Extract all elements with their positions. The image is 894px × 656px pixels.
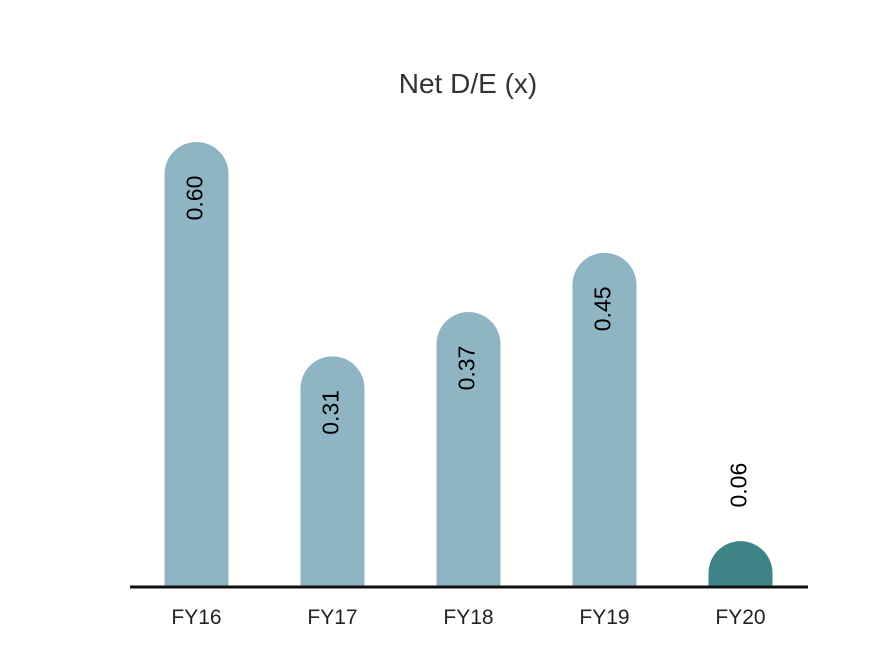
x-tick-labels: FY16 FY17 FY18 FY19 FY20 [171,606,765,629]
x-tick-fy20: FY20 [715,606,765,629]
bar-fy18 [436,312,501,586]
bar-fy20 [708,541,773,586]
x-tick-fy19: FY19 [579,606,629,629]
x-tick-fy16: FY16 [171,606,221,629]
x-tick-fy17: FY17 [307,606,357,629]
bars-layer [164,142,773,586]
x-tick-fy18: FY18 [443,606,493,629]
bar-fy19 [572,252,637,586]
data-label-fy20: 0.06 [726,463,752,508]
data-label-fy16: 0.60 [182,176,208,221]
data-labels-layer: 0.60 0.31 0.37 0.45 0.06 [182,176,752,508]
bar-fy17 [300,356,365,586]
data-label-fy19: 0.45 [590,286,616,331]
data-label-fy17: 0.31 [318,390,344,435]
bar-fy16 [164,142,229,586]
data-label-fy18: 0.37 [454,346,480,391]
chart-title: Net D/E (x) [399,68,537,99]
